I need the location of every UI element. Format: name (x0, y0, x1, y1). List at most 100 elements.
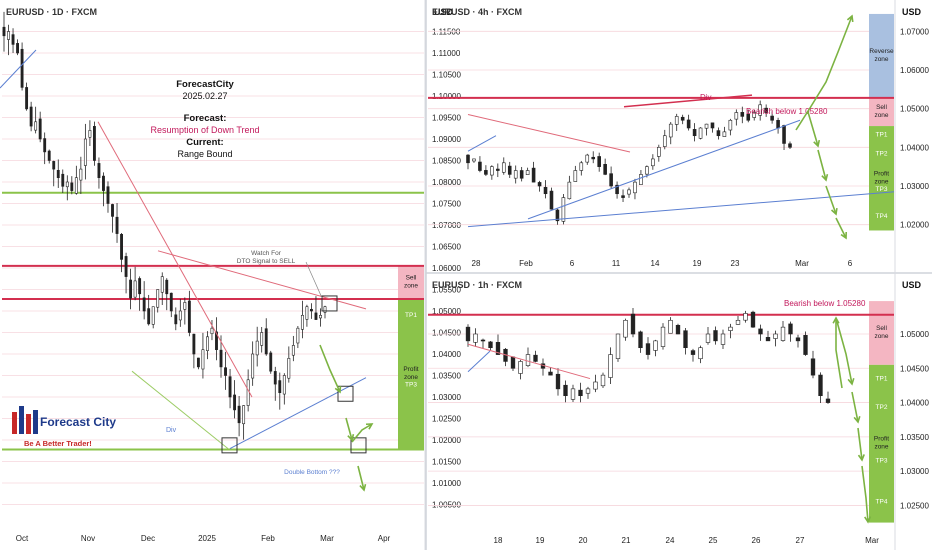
candle-body (795, 337, 801, 342)
current-value: Range Bound (177, 149, 232, 159)
tp-label: TP1 (876, 132, 888, 139)
h1-down-arrow-head (847, 378, 855, 386)
tp-label: TP2 (876, 150, 888, 157)
candle-body (319, 314, 322, 319)
x-tick-label: 23 (731, 259, 740, 268)
candle-body (608, 354, 613, 378)
candle-body (496, 168, 500, 171)
candle-body (609, 173, 613, 187)
candle-body (549, 190, 554, 210)
y-tick-label: 1.09000 (432, 135, 461, 144)
candle-body (74, 177, 78, 194)
candle-body (710, 122, 715, 129)
y-tick-label: 1.05500 (432, 286, 461, 295)
candle-body (314, 312, 318, 320)
x-tick-label: 18 (494, 536, 503, 545)
candle-body (660, 326, 666, 347)
x-tick-label: 6 (848, 259, 853, 268)
price-unit-label: USD (902, 280, 922, 290)
candle-body (7, 31, 10, 40)
candle-body (124, 256, 128, 277)
h4-annotation-bearish: Bearish below 1.05280 (746, 107, 828, 116)
y-tick-label: 1.06000 (432, 264, 461, 273)
candle-body (653, 340, 658, 351)
candle-body (674, 116, 679, 125)
candle-body (210, 327, 214, 335)
y-tick-label: 1.02500 (432, 415, 461, 424)
candle-body (115, 216, 119, 234)
y-tick-label: 1.11000 (432, 49, 461, 58)
candle-body (56, 169, 60, 179)
y-tick-label: 1.05000 (900, 330, 929, 339)
candle-body (788, 143, 792, 148)
candle-body (585, 154, 590, 163)
h1-down-arrow-head (857, 454, 865, 462)
candle-body (585, 388, 591, 394)
candle-body (282, 375, 286, 395)
candle-body (645, 166, 649, 175)
y-tick-label: 1.08500 (432, 157, 461, 166)
candle-body (555, 373, 561, 390)
candle-body (623, 319, 628, 338)
candle-body (160, 276, 164, 293)
candle-body (47, 150, 51, 161)
candle-body (183, 302, 187, 310)
tp-label: TP3 (876, 458, 888, 465)
candle-body (788, 323, 793, 335)
h4-down-arrow-head (813, 139, 821, 148)
sell-zone (869, 97, 894, 127)
h4-reverse-arrow (795, 15, 853, 131)
info-name: ForecastCity (176, 79, 234, 90)
annotation-div: Div (166, 427, 177, 434)
h1-downtrend-line (467, 343, 591, 380)
candle-body (133, 280, 137, 298)
h4-down-arrow-head (830, 207, 838, 216)
forecast-value: Resumption of Down Trend (150, 125, 259, 135)
marker-box (337, 385, 354, 402)
candle-body (120, 233, 123, 260)
candle-body (129, 279, 133, 299)
h1-chart-panel[interactable]: 1.05000 1.04500 1.04000 1.03500 1.03000 1.025… (428, 273, 929, 550)
candle-body (296, 327, 300, 344)
candle-body (287, 357, 291, 379)
h4-annotation-div: Div (700, 93, 712, 102)
y-tick-label: 1.03500 (900, 433, 929, 442)
candle-body (603, 164, 607, 175)
candle-body (555, 209, 560, 222)
candle-body (237, 405, 241, 424)
candle-body (466, 154, 470, 164)
marker-box (321, 295, 338, 312)
candle-body (668, 123, 673, 138)
candle-body (501, 162, 506, 173)
y-tick-label: 1.05000 (900, 105, 929, 114)
candle-body (525, 354, 531, 366)
h4-chart-panel[interactable]: 1.07000 1.06000 1.05000 1.04000 1.03000 1.020… (428, 0, 929, 273)
daily-chart-panel[interactable]: 1.11500 1.11000 1.10500 1.10000 1.09500 1.090… (0, 0, 461, 550)
x-tick-label: 25 (709, 536, 718, 545)
x-tick-label: 2025 (198, 534, 216, 543)
x-tick-label: Feb (519, 259, 533, 268)
tp-label: TP1 (405, 312, 417, 319)
profit-zone-label: Profit zone (874, 436, 889, 451)
candle-body (690, 350, 696, 355)
candle-body (92, 126, 96, 161)
candle-body (597, 156, 601, 167)
h1-down-arrow-head (864, 516, 872, 524)
y-tick-label: 1.01500 (432, 458, 461, 467)
h4-down-arrow (807, 111, 819, 147)
candle-body (255, 340, 259, 356)
reverse-zone-label: Reverse zone (869, 48, 894, 63)
x-tick-label: 19 (693, 259, 702, 268)
candle-body (38, 118, 42, 140)
candle-body (102, 175, 105, 191)
candle-body (156, 289, 160, 308)
candle-body (704, 123, 709, 129)
x-tick-label: Mar (320, 534, 334, 543)
forecast-arrow-head (359, 483, 367, 492)
x-tick-label: Apr (378, 534, 391, 543)
candle-body (495, 342, 501, 355)
candle-body (758, 104, 762, 116)
h1-down-arrow (857, 427, 863, 461)
candle-body (151, 306, 155, 325)
chart-title: EURUSD · 1D · FXCM (6, 7, 97, 17)
